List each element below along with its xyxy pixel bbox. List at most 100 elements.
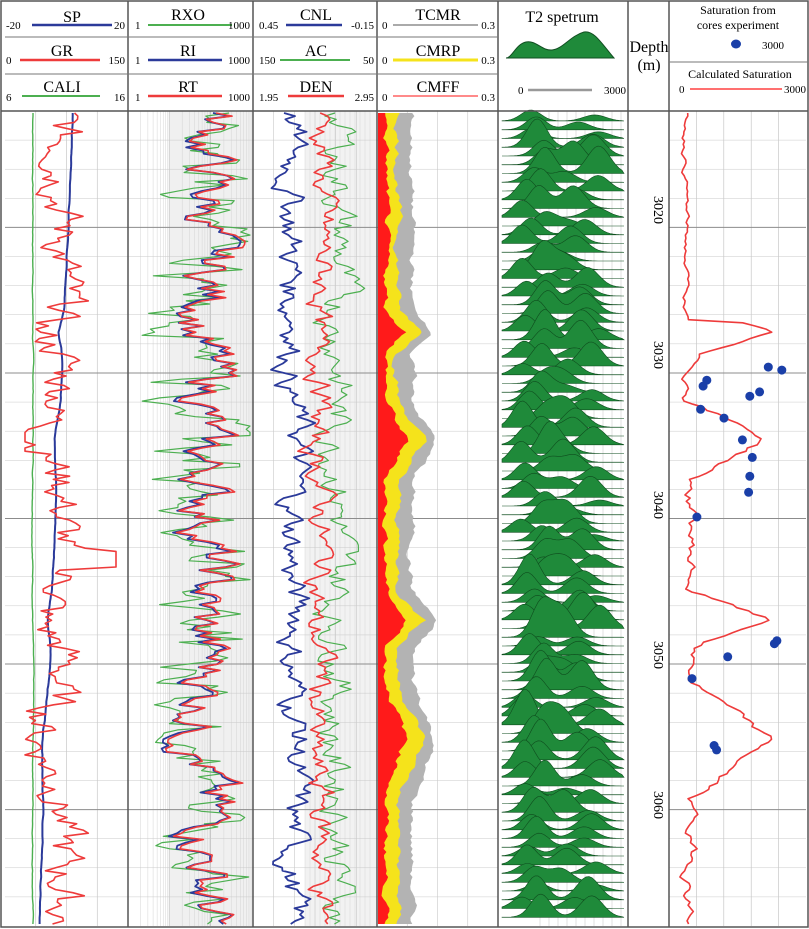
t2-min: 0 <box>518 85 524 97</box>
cali-curve <box>31 113 35 925</box>
sp-min: -20 <box>6 20 21 32</box>
core-sat-title-line2: cores experiment <box>697 18 780 32</box>
core-saturation-point <box>712 745 722 755</box>
t2-row <box>502 537 624 559</box>
cnl-min: 0.45 <box>259 20 279 32</box>
cnl-curve-name: CNL <box>300 7 332 24</box>
core-sat-title-line1: Saturation from <box>700 3 776 17</box>
t2-row <box>501 676 624 699</box>
core-saturation-point <box>687 674 697 684</box>
t2-title: T2 spetrum <box>525 9 599 26</box>
cmrp-curve-name: CMRP <box>416 43 461 60</box>
t2-row <box>501 438 625 463</box>
cnl-curve <box>270 112 317 925</box>
core-sat-legend-marker <box>731 39 741 49</box>
t2-row <box>501 280 624 297</box>
track2-header: RXO 1 1000 RI 1 1000 RT 1 1000 <box>135 7 251 104</box>
t2-row <box>501 235 625 253</box>
rt-curve <box>164 112 246 925</box>
sp-curve <box>38 113 74 924</box>
core-saturation-point <box>737 435 747 445</box>
ac-curve-name: AC <box>305 43 327 60</box>
cmrp-min: 0 <box>382 55 388 67</box>
cali-max: 16 <box>114 92 126 104</box>
t2-row <box>501 875 625 901</box>
cali-min: 6 <box>6 92 12 104</box>
ri-curve-name: RI <box>180 43 196 60</box>
cmff-curve-name: CMFF <box>417 79 460 96</box>
core-saturation-point <box>745 471 755 481</box>
t2-row <box>502 642 624 664</box>
t2-row <box>501 309 625 341</box>
core-sat-max: 3000 <box>762 40 785 52</box>
gr-min: 0 <box>6 55 12 67</box>
depth-tick-3020: 3020 <box>650 196 665 224</box>
sp-curve-name: SP <box>63 9 81 26</box>
calc-sat-title: Calculated Saturation <box>688 67 792 81</box>
ri-min: 1 <box>135 55 141 67</box>
t2-row <box>501 400 625 428</box>
rxo-max: 1000 <box>228 20 251 32</box>
rxo-curve-name: RXO <box>171 7 205 24</box>
ri-max: 1000 <box>228 55 251 67</box>
t2-row <box>501 525 625 551</box>
core-saturation-point <box>719 413 729 423</box>
track5-header: T2 spetrum 0 3000 <box>505 9 627 97</box>
t2-row <box>501 893 625 918</box>
den-curve-name: DEN <box>300 79 333 96</box>
den-max: 2.95 <box>355 92 375 104</box>
t2-row <box>502 649 624 682</box>
den-curve <box>297 112 340 925</box>
ac-curve <box>312 112 366 925</box>
t2-row <box>501 816 624 839</box>
cmff-max: 0.3 <box>481 92 495 104</box>
depth-unit: (m) <box>637 57 660 74</box>
core-saturation-point <box>763 362 773 372</box>
core-saturation-point <box>696 404 706 414</box>
track6-header: Saturation from cores experiment 3000 Ca… <box>679 3 807 96</box>
sp-max: 20 <box>114 20 126 32</box>
depth-label: Depth <box>629 39 668 56</box>
cmff-fill <box>378 113 409 924</box>
track4-header: TCMR 0 0.3 CMRP 0 0.3 CMFF 0 0.3 <box>382 7 496 104</box>
calc-sat-max: 3000 <box>784 84 807 96</box>
depth-tick-3050: 3050 <box>650 641 665 669</box>
rt-max: 1000 <box>228 92 251 104</box>
depth-tick-3060: 3060 <box>650 791 665 819</box>
core-saturation-point <box>777 365 787 375</box>
depth-tick-3040: 3040 <box>650 491 665 519</box>
rxo-min: 1 <box>135 20 141 32</box>
rt-curve-name: RT <box>178 79 198 96</box>
t2-row <box>501 358 625 376</box>
tcmr-max: 0.3 <box>481 20 495 32</box>
core-saturation-point <box>745 391 755 401</box>
gr-curve <box>24 112 117 925</box>
track3-header: CNL 0.45 -0.15 AC 150 50 DEN 1.95 2.95 <box>259 7 375 104</box>
core-saturation-point <box>769 639 779 649</box>
core-saturation-point <box>698 381 708 391</box>
rt-min: 1 <box>135 92 141 104</box>
tcmr-min: 0 <box>382 20 388 32</box>
t2-row <box>501 844 625 866</box>
core-saturation-point <box>692 512 702 522</box>
ac-max: 50 <box>363 55 375 67</box>
rxo-curve <box>141 112 251 925</box>
core-saturation-point <box>723 652 733 662</box>
cmrp-max: 0.3 <box>481 55 495 67</box>
depth-header: Depth (m) <box>629 39 668 74</box>
t2-row <box>501 572 624 594</box>
t2-row <box>501 199 625 218</box>
cmff-min: 0 <box>382 92 388 104</box>
t2-row <box>501 299 625 323</box>
track1-header: SP -20 20 GR 0 150 CALI 6 16 <box>6 9 126 104</box>
t2-row <box>501 759 625 778</box>
t2-spectrum <box>501 109 625 926</box>
depth-tick-3030: 3030 <box>650 341 665 369</box>
core-saturation-point <box>744 487 754 497</box>
core-saturation-point <box>755 387 765 397</box>
den-min: 1.95 <box>259 92 279 104</box>
t2-legend-shape <box>505 31 616 59</box>
t2-row <box>501 633 625 656</box>
